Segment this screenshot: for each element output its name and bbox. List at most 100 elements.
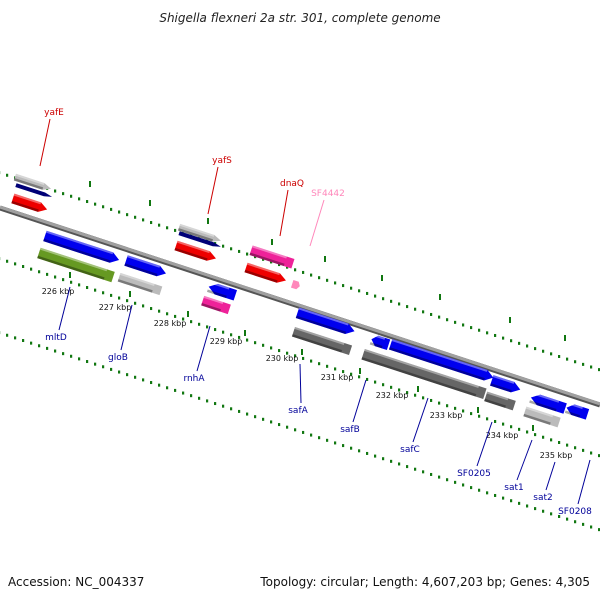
feature-mltD[interactable] bbox=[37, 247, 115, 283]
feature-sat2[interactable] bbox=[564, 402, 590, 420]
tick-dot bbox=[454, 320, 457, 324]
tick-dot bbox=[438, 401, 441, 405]
tick-dot bbox=[326, 278, 329, 282]
gene-label-safB[interactable]: safB bbox=[340, 425, 360, 435]
tick-dot bbox=[86, 286, 89, 290]
gene-label-SF0205[interactable]: SF0205 bbox=[457, 469, 491, 479]
tick-dot bbox=[574, 446, 577, 450]
tick-dot bbox=[238, 249, 241, 253]
gene-label-sat2[interactable]: sat2 bbox=[533, 493, 552, 503]
tick-dot bbox=[310, 433, 313, 437]
tick-dot bbox=[382, 383, 385, 387]
gene-label-yafE[interactable]: yafE bbox=[44, 108, 64, 118]
gene-label-sat1[interactable]: sat1 bbox=[504, 483, 523, 493]
tick-dot bbox=[494, 493, 497, 497]
tick-dot bbox=[142, 218, 145, 222]
tick-dot bbox=[478, 488, 481, 492]
feature-gray-1[interactable] bbox=[13, 173, 52, 192]
feature-blue-b[interactable] bbox=[124, 255, 167, 278]
tick-dot bbox=[310, 273, 313, 277]
tick-dot bbox=[342, 370, 345, 374]
tick-dot bbox=[374, 454, 377, 458]
tick-dot bbox=[110, 367, 113, 371]
tick-dot bbox=[414, 307, 417, 311]
feature-sat1-light[interactable] bbox=[523, 406, 561, 428]
tick-dot bbox=[150, 381, 153, 385]
feature-gray-2[interactable] bbox=[177, 223, 222, 244]
gene-leader-line bbox=[39, 118, 51, 167]
feature-safC[interactable] bbox=[388, 339, 495, 383]
gene-label-yafS[interactable]: yafS bbox=[212, 156, 232, 166]
tick-dot bbox=[30, 267, 33, 271]
feature-navy-2[interactable] bbox=[178, 231, 221, 248]
tick-dot bbox=[102, 291, 105, 295]
feature-blue-c[interactable] bbox=[369, 333, 391, 351]
tick-dot bbox=[62, 192, 65, 196]
feature-blue-a[interactable] bbox=[43, 230, 121, 266]
gene-label-safC[interactable]: safC bbox=[400, 445, 420, 455]
gene-leader-line bbox=[476, 421, 493, 467]
tick-dot bbox=[478, 414, 481, 418]
gene-leader-line bbox=[545, 461, 556, 491]
tick-label: 235 kbp bbox=[540, 451, 573, 460]
tick-dot bbox=[158, 223, 161, 227]
feature-navy-1[interactable] bbox=[15, 183, 53, 199]
tick-dot bbox=[6, 173, 9, 177]
feature-rnhA[interactable] bbox=[206, 281, 238, 301]
tick-dot bbox=[110, 293, 113, 297]
tick-dot bbox=[526, 344, 529, 348]
accession-label: Accession: NC_004337 bbox=[8, 575, 144, 589]
tick-dot bbox=[406, 391, 409, 395]
tick-dot bbox=[486, 491, 489, 495]
tick-dot bbox=[14, 336, 17, 340]
feature-safA[interactable] bbox=[295, 307, 356, 336]
feature-gloB[interactable] bbox=[117, 272, 163, 296]
tick-dot bbox=[334, 281, 337, 285]
feature-sat1[interactable] bbox=[529, 392, 567, 414]
feature-yafE[interactable] bbox=[11, 193, 48, 215]
tick-dot bbox=[518, 427, 521, 431]
gene-label-rnhA[interactable]: rnhA bbox=[183, 374, 205, 384]
feature-small-pink[interactable] bbox=[290, 279, 301, 290]
tick-dot bbox=[366, 451, 369, 455]
gene-label-gloB[interactable]: gloB bbox=[108, 353, 128, 363]
feature-yafS[interactable] bbox=[174, 240, 217, 263]
tick-dot bbox=[78, 283, 81, 287]
feature-SF4442-pink[interactable] bbox=[249, 245, 295, 269]
tick-dot bbox=[278, 349, 281, 353]
tick-dot bbox=[246, 412, 249, 416]
tick-dot bbox=[542, 435, 545, 439]
tick-dot bbox=[158, 309, 161, 313]
tick-dot bbox=[374, 380, 377, 384]
tick-dot bbox=[174, 314, 177, 318]
tick-dot bbox=[174, 388, 177, 392]
tick-dot bbox=[46, 272, 49, 276]
gene-leader-line bbox=[279, 189, 289, 237]
tick-dot bbox=[526, 430, 529, 434]
gene-leader-line bbox=[207, 166, 219, 215]
tick-dot bbox=[326, 438, 329, 442]
tick-dot bbox=[390, 299, 393, 303]
feature-rnhA-pink[interactable] bbox=[201, 295, 231, 315]
feature-safB-gray[interactable] bbox=[361, 348, 487, 400]
gene-label-SF0208[interactable]: SF0208 bbox=[558, 507, 592, 517]
feature-safA-gray[interactable] bbox=[291, 326, 353, 356]
feature-dnaQ[interactable] bbox=[244, 262, 287, 285]
tick-dot bbox=[382, 297, 385, 301]
tick-dot bbox=[126, 373, 129, 377]
gene-label-dnaQ[interactable]: dnaQ bbox=[280, 179, 304, 189]
gene-label-safA[interactable]: safA bbox=[288, 406, 308, 416]
tick-dot bbox=[62, 278, 65, 282]
feature-blue-d[interactable] bbox=[490, 375, 522, 395]
gene-label-SF4442[interactable]: SF4442 bbox=[311, 189, 345, 199]
gene-label-mltD[interactable]: mltD bbox=[45, 333, 67, 343]
tick-dot bbox=[182, 317, 185, 321]
tick-dot bbox=[574, 360, 577, 364]
tick-dot bbox=[526, 504, 529, 508]
tick-dot bbox=[118, 296, 121, 300]
feature-gray-e[interactable] bbox=[484, 391, 516, 411]
tick-dot bbox=[342, 444, 345, 448]
tick-dot bbox=[30, 341, 33, 345]
tick-dot bbox=[438, 315, 441, 319]
tick-dot bbox=[302, 430, 305, 434]
